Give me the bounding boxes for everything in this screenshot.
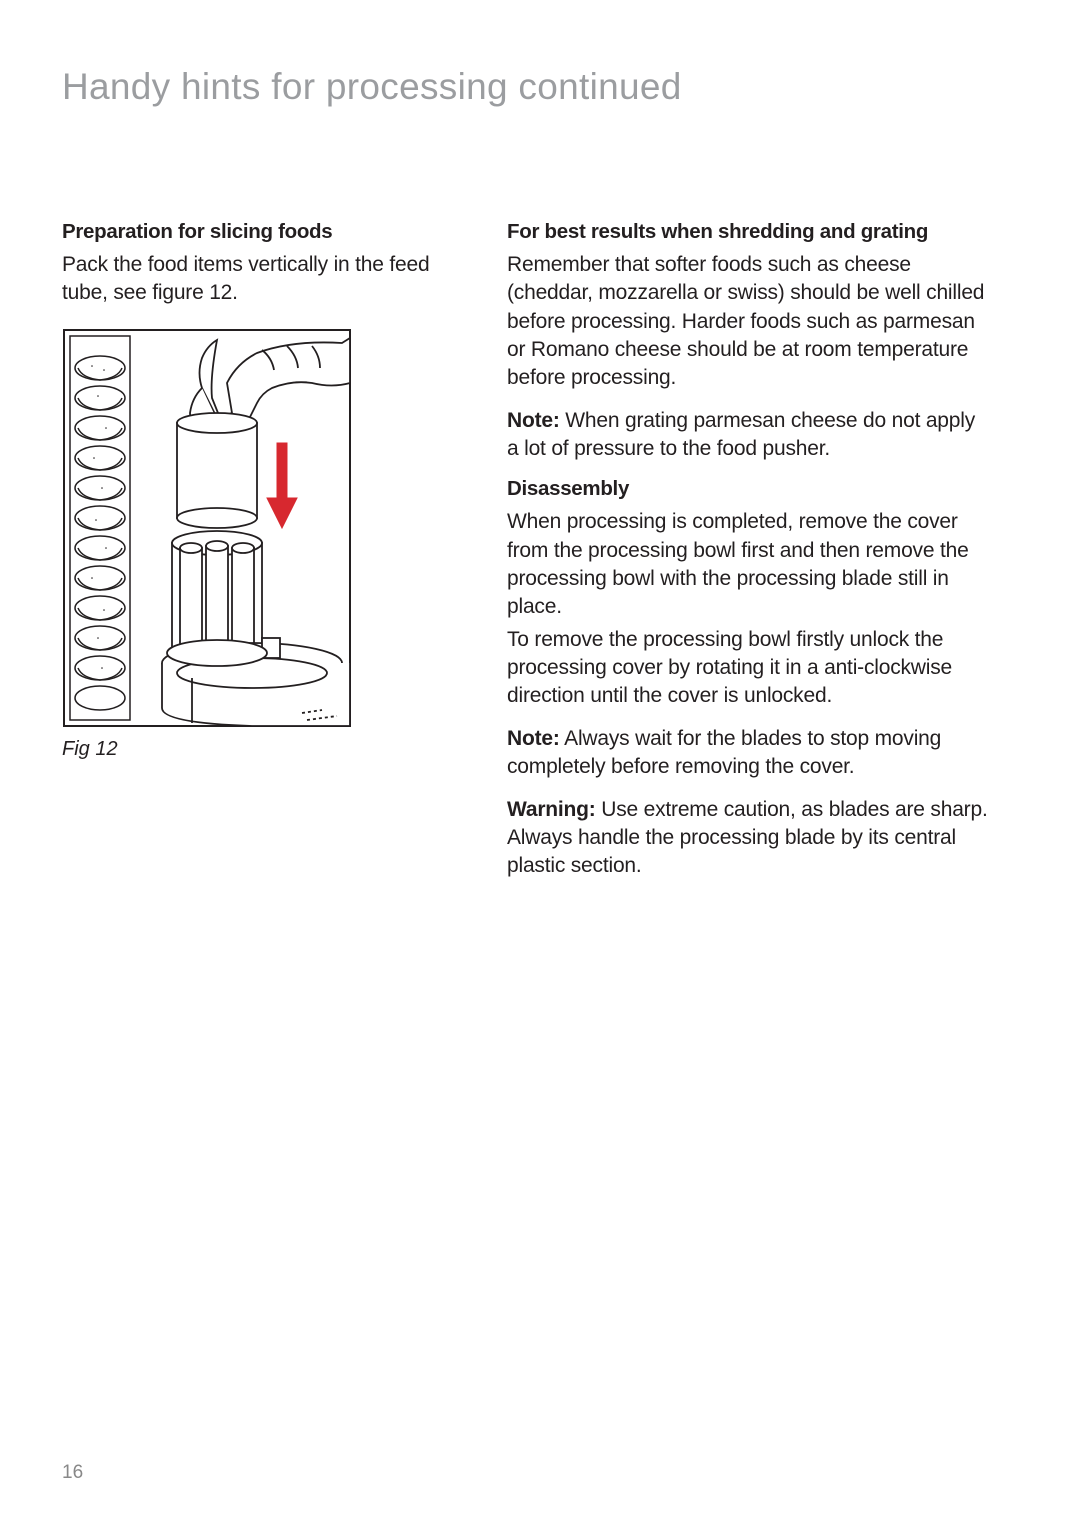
heading-shredding: For best results when shredding and grat…: [507, 220, 992, 244]
food-processor-illustration-svg: [62, 328, 352, 728]
heading-preparation: Preparation for slicing foods: [62, 220, 477, 244]
page-title: Handy hints for processing continued: [62, 66, 682, 108]
note-text-2: Always wait for the blades to stop movin…: [507, 727, 941, 778]
left-column: Preparation for slicing foods Pack the f…: [62, 220, 477, 895]
figure-illustration: [62, 328, 352, 728]
figure-caption: Fig 12: [62, 738, 352, 761]
warning-blades: Warning: Use extreme caution, as blades …: [507, 796, 992, 881]
right-column: For best results when shredding and grat…: [507, 220, 992, 895]
body-disassembly-b: To remove the processing bowl firstly un…: [507, 626, 992, 711]
content-columns: Preparation for slicing foods Pack the f…: [62, 220, 1022, 895]
warning-label: Warning:: [507, 798, 596, 821]
body-disassembly-a: When processing is completed, remove the…: [507, 508, 992, 621]
page-number: 16: [62, 1462, 83, 1484]
note-text-1: When grating parmesan cheese do not appl…: [507, 409, 975, 460]
note-label-1: Note:: [507, 409, 560, 432]
note-label-2: Note:: [507, 727, 560, 750]
heading-disassembly: Disassembly: [507, 477, 992, 501]
note-parmesan: Note: When grating parmesan cheese do no…: [507, 407, 992, 464]
body-preparation: Pack the food items vertically in the fe…: [62, 251, 477, 308]
body-shredding: Remember that softer foods such as chees…: [507, 251, 992, 393]
note-blades: Note: Always wait for the blades to stop…: [507, 725, 992, 782]
figure-container: Fig 12: [62, 328, 352, 761]
